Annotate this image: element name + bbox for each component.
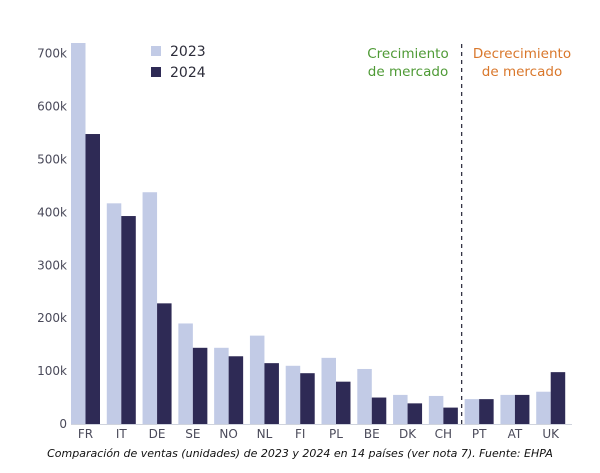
x-tick-label: SE — [185, 427, 200, 441]
bar-2024-nl — [264, 363, 279, 424]
bar-2024-ch — [443, 407, 458, 424]
bar-2024-se — [192, 347, 208, 424]
bar-2023-no — [214, 347, 229, 424]
legend-swatch-2023 — [151, 46, 161, 56]
bar-2024-pt — [479, 399, 494, 424]
bar-2024-de — [157, 303, 172, 424]
bar-2023-uk — [536, 391, 551, 424]
bar-2023-be — [357, 368, 372, 424]
x-tick-label: CH — [435, 427, 452, 441]
annotation-decline: Decrecimiento — [473, 46, 571, 62]
bar-2023-fi — [285, 365, 301, 424]
bar-2024-at — [514, 394, 530, 424]
bar-2023-ch — [428, 395, 444, 424]
bar-2023-se — [178, 323, 193, 424]
x-tick-label: BE — [364, 427, 380, 441]
bars-group — [71, 43, 566, 424]
bar-2023-it — [106, 203, 122, 424]
x-tick-label: FR — [78, 427, 93, 441]
axes-group: 0 100k 200k 300k 400k 500k 600k 700k FR IT DE SE NO N… — [37, 47, 572, 441]
y-tick-label: 600k — [37, 100, 67, 114]
bar-2023-pt — [464, 399, 480, 424]
bar-2024-no — [228, 356, 244, 424]
y-tick-label: 0 — [59, 417, 67, 431]
bar-2024-uk — [550, 372, 566, 424]
bar-2024-dk — [407, 403, 423, 424]
annotation-growth: de mercado — [368, 64, 448, 80]
legend-swatch-2024 — [151, 67, 161, 77]
y-tick-label: 500k — [37, 152, 67, 166]
annotations-group: Crecimiento de mercado Decrecimiento de mer… — [367, 44, 571, 424]
annotation-decline: de mercado — [482, 64, 562, 80]
x-tick-label: PL — [329, 427, 343, 441]
y-tick-label: 200k — [37, 311, 67, 325]
x-tick-label: NO — [219, 427, 237, 441]
bar-2024-be — [371, 397, 387, 424]
legend-label-2024: 2024 — [170, 65, 206, 81]
bar-2023-de — [142, 192, 158, 424]
x-tick-label: DE — [149, 427, 166, 441]
y-tick-label: 700k — [37, 47, 67, 61]
legend: 2023 2024 — [151, 44, 206, 81]
annotation-growth: Crecimiento — [367, 46, 448, 62]
x-tick-label: PT — [472, 427, 487, 441]
y-tick-label: 100k — [37, 364, 67, 378]
bar-2023-at — [500, 394, 515, 424]
x-tick-label: FI — [295, 427, 305, 441]
figure-caption: Comparación de ventas (unidades) de 2023… — [47, 447, 553, 460]
x-tick-label: AT — [508, 427, 523, 441]
x-tick-label: UK — [542, 427, 560, 441]
bar-2024-it — [121, 216, 136, 424]
x-tick-label: DK — [399, 427, 417, 441]
bar-2023-nl — [249, 335, 265, 424]
bar-2024-fr — [85, 134, 100, 424]
bar-2023-dk — [393, 394, 408, 424]
bar-2023-pl — [321, 357, 336, 424]
bar-2023-fr — [71, 43, 86, 424]
bar-2024-fi — [300, 373, 315, 424]
y-tick-label: 400k — [37, 205, 67, 219]
y-tick-label: 300k — [37, 258, 67, 272]
bar-2024-pl — [336, 381, 351, 424]
x-tick-label: NL — [257, 427, 273, 441]
legend-label-2023: 2023 — [170, 44, 206, 60]
x-tick-label: IT — [116, 427, 128, 441]
